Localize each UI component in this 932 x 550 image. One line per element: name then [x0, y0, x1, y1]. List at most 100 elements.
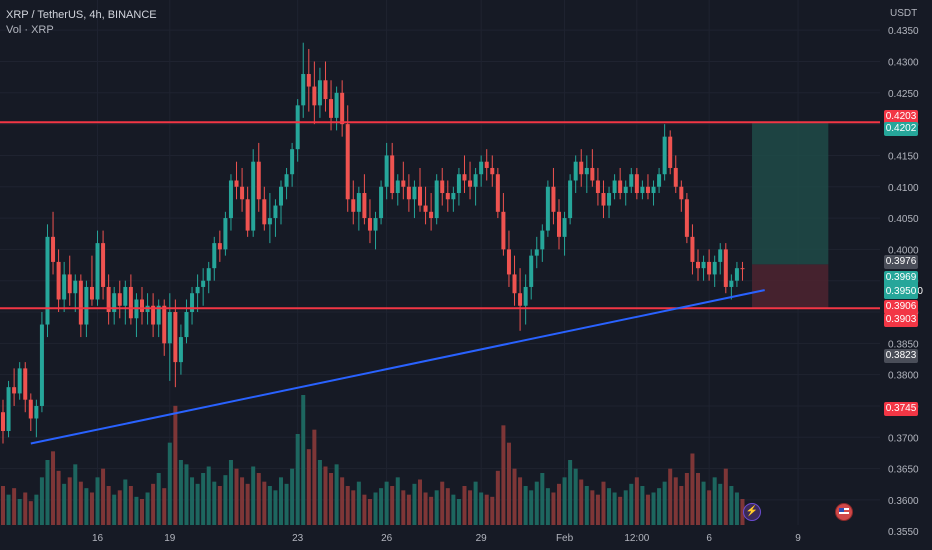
volume-bar: [34, 494, 39, 525]
volume-bar: [512, 468, 517, 525]
candle-body: [601, 193, 606, 206]
volume-bar: [723, 468, 728, 525]
volume-bar: [395, 477, 400, 525]
volume-bar: [301, 395, 306, 525]
price-tick-label: 0.4300: [888, 57, 919, 68]
volume-bar: [78, 481, 83, 525]
price-tick-label: 0.3700: [888, 433, 919, 444]
volume-bar: [640, 486, 645, 525]
volume-bar: [362, 494, 367, 525]
candle-body: [390, 155, 395, 194]
volume-bar: [251, 466, 256, 525]
volume-bar: [568, 460, 573, 525]
candlestick-series: [1, 42, 745, 444]
volume-bar: [373, 492, 378, 525]
volume-indicator-label[interactable]: Vol · XRP: [6, 24, 54, 36]
candle-body: [718, 249, 723, 262]
lightning-icon[interactable]: ⚡: [743, 503, 761, 521]
candle-body: [707, 261, 712, 275]
volume-bar: [651, 492, 656, 525]
volume-bar: [662, 481, 667, 525]
candle-body: [206, 268, 211, 281]
candle-body: [579, 161, 584, 175]
volume-bar: [334, 464, 339, 525]
price-tick-label: 0.4250: [888, 89, 919, 100]
candle-body: [323, 80, 328, 100]
volume-bar: [740, 499, 745, 525]
candle-body: [540, 230, 545, 250]
candle-body: [62, 274, 67, 300]
volume-bar: [645, 494, 650, 525]
volume-bar: [601, 481, 606, 525]
candle-body: [89, 286, 94, 300]
volume-bar: [1, 486, 5, 525]
volume-bar: [323, 466, 328, 525]
price-tick-label: 0.4150: [888, 151, 919, 162]
volume-bar: [73, 464, 78, 525]
volume-bar: [223, 475, 228, 525]
candle-body: [140, 299, 144, 313]
price-badge: 0.3745: [884, 402, 918, 417]
candle-body: [529, 255, 534, 287]
trend-line[interactable]: [30, 289, 765, 445]
candle-body: [679, 186, 684, 200]
candle-body: [412, 186, 417, 200]
volume-bar: [729, 486, 734, 525]
candle-body: [162, 305, 167, 344]
price-badge-value: 0.3823: [885, 349, 917, 361]
volume-bar: [367, 499, 372, 525]
volume-bar: [345, 486, 350, 525]
profit-zone[interactable]: [752, 122, 829, 265]
candle-body: [117, 293, 122, 306]
symbol-title[interactable]: XRP / TetherUS, 4h, BINANCE: [6, 9, 157, 21]
time-tick-label: 6: [706, 533, 712, 544]
volume-bar: [134, 496, 139, 525]
volume-bar: [701, 481, 706, 525]
volume-bar: [62, 483, 67, 525]
price-badge-value: 0.3976: [885, 255, 917, 267]
candle-body: [356, 193, 361, 212]
price-badge-value: 0.3903: [885, 313, 917, 325]
time-axis[interactable]: 16 19 23 26 29 Feb 12:00 6 9: [0, 526, 880, 550]
candle-body: [267, 218, 272, 225]
volume-bar: [295, 434, 300, 525]
candle-body: [45, 236, 50, 325]
us-flag-icon[interactable]: [835, 503, 853, 521]
volume-bar: [518, 477, 523, 525]
volume-bar: [384, 481, 389, 525]
volume-bar: [23, 492, 28, 525]
time-tick-label: 26: [381, 533, 393, 544]
volume-bar: [707, 490, 712, 525]
candle-body: [490, 167, 495, 175]
candle-body: [406, 186, 411, 200]
volume-bar: [84, 488, 89, 525]
candle-body: [462, 174, 467, 181]
time-axis-bg: [0, 526, 880, 550]
candle-body: [512, 274, 517, 294]
candle-body: [429, 211, 434, 219]
loss-zone[interactable]: [752, 264, 829, 309]
volume-bar: [579, 479, 584, 525]
candle-body: [645, 186, 650, 194]
volume-bar: [673, 477, 678, 525]
volume-bar: [634, 477, 639, 525]
volume-bar: [490, 496, 495, 525]
volume-bar: [445, 488, 450, 525]
drawing-lines[interactable]: [0, 121, 880, 445]
volume-bar: [401, 490, 406, 525]
candle-body: [384, 155, 389, 187]
candle-body: [306, 74, 311, 87]
volume-bar: [234, 468, 239, 525]
chart-grid: [0, 0, 880, 532]
volume-bar: [440, 481, 445, 525]
volume-bar: [529, 490, 534, 525]
candle-body: [673, 167, 678, 187]
price-badge-value: 0.3906: [885, 301, 917, 312]
candle-body: [495, 174, 500, 212]
volume-bar: [484, 494, 489, 525]
volume-bar: [429, 496, 434, 525]
volume-bar: [284, 483, 289, 525]
candle-body: [618, 180, 623, 194]
volume-bar: [279, 477, 283, 525]
